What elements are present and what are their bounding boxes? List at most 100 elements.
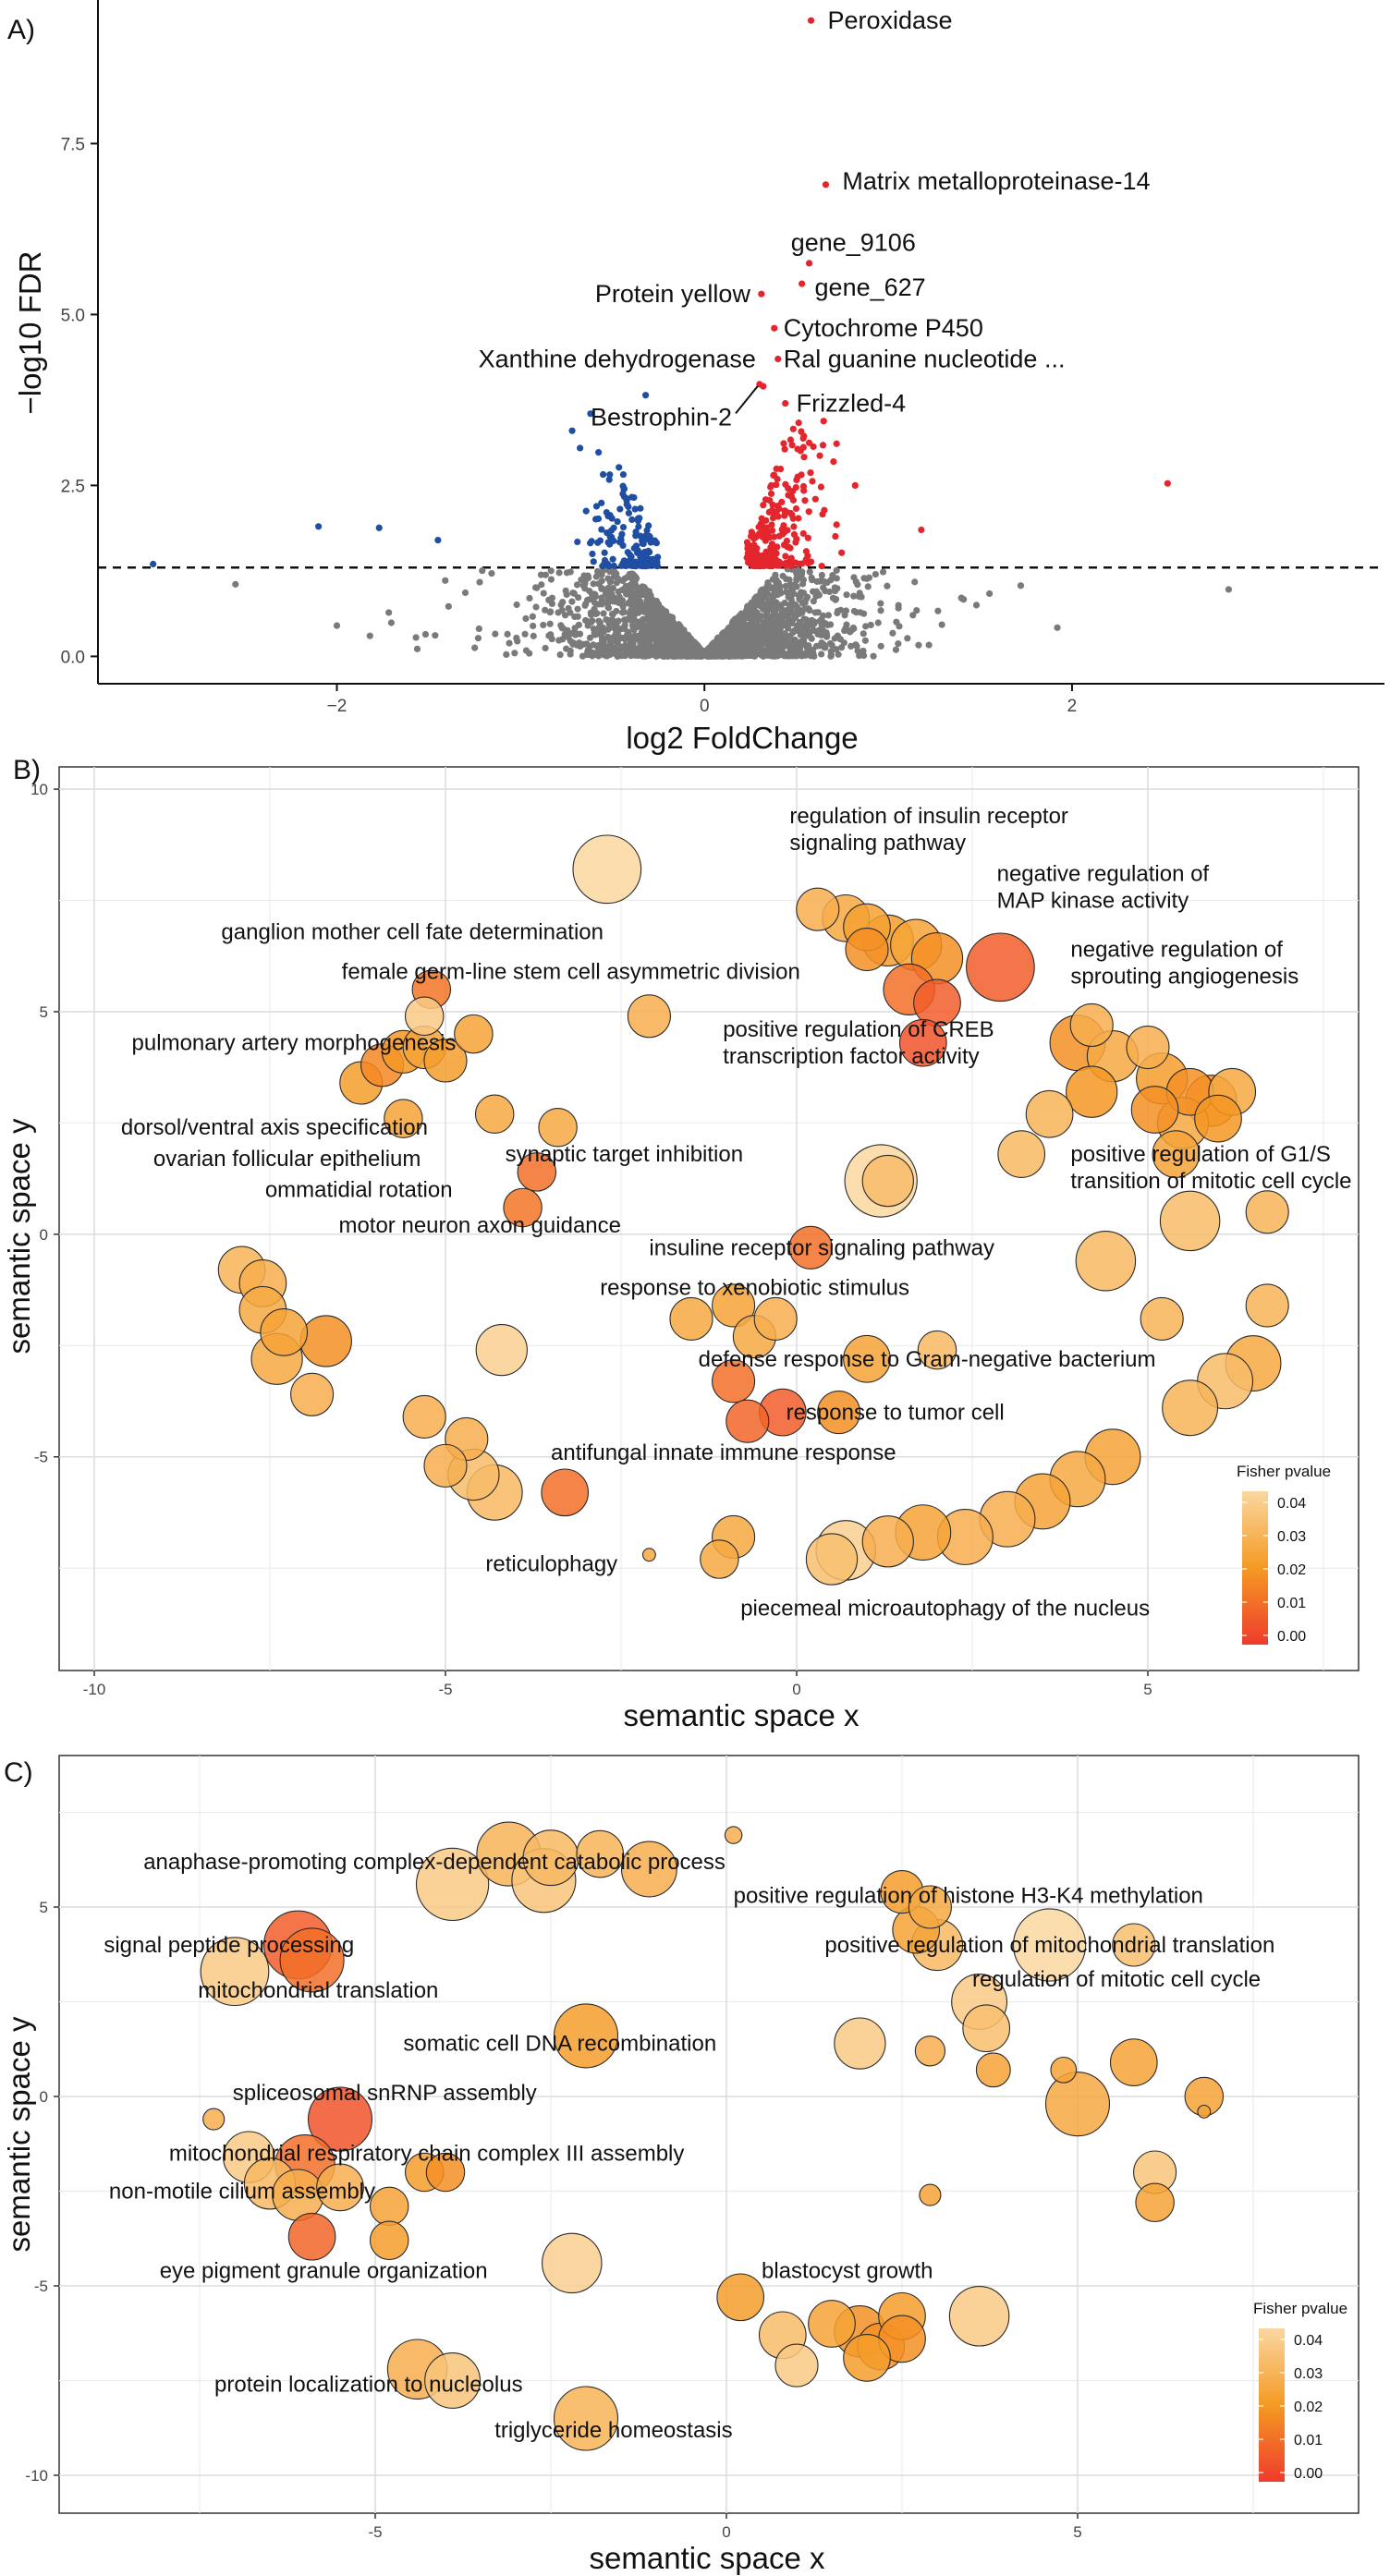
volcano-point-ns — [625, 615, 632, 623]
revigo-c-term-label: positive regulation of mitochondrial tra… — [824, 1933, 1274, 1958]
revigo-c-grid: -5 0 5 -10 -5 0 5 — [25, 1755, 1360, 2541]
revigo-c-term-label: signal peptide processing — [104, 1933, 354, 1958]
revigo-b-x-tick-label: -10 — [83, 1681, 106, 1698]
volcano-y-axis-title: −log10 FDR — [13, 250, 47, 414]
volcano-point-ns — [632, 605, 640, 613]
volcano-point-up — [766, 554, 774, 562]
revigo-b-legend-tick-label: 0.03 — [1277, 1529, 1306, 1545]
volcano-point-ns — [852, 641, 860, 649]
volcano-point-down — [619, 490, 627, 498]
volcano-point-ns — [733, 633, 740, 640]
volcano-point-ns — [529, 613, 536, 620]
volcano-point-ns — [655, 651, 663, 659]
volcano-point-ns — [779, 572, 786, 580]
volcano-point-ns — [589, 649, 597, 657]
volcano-point-ns — [904, 635, 911, 642]
volcano-point-up — [790, 530, 799, 539]
volcano-point-up — [756, 562, 763, 570]
volcano-point-ns — [628, 622, 637, 629]
volcano-point-ns — [663, 644, 670, 651]
volcano-point-ns — [503, 650, 510, 659]
volcano-point-up — [769, 561, 777, 568]
volcano-point-ns — [794, 639, 801, 647]
revigo-b-bubble — [700, 1539, 739, 1579]
volcano-point-ns — [925, 641, 933, 649]
volcano-point-ns — [786, 652, 793, 660]
revigo-c-x-axis-title: semantic space x — [590, 2541, 825, 2575]
revigo-b-bubble — [917, 1330, 957, 1370]
volcano-point-down — [577, 444, 584, 452]
volcano-point-up — [789, 425, 797, 432]
volcano-point-ns — [413, 645, 421, 652]
volcano-point-ns — [588, 590, 596, 598]
volcano-point-ns — [652, 617, 659, 625]
revigo-b-bubble — [538, 1107, 578, 1148]
volcano-point-down — [606, 471, 614, 479]
volcano-gene-label: Cytochrome P450 — [784, 314, 983, 342]
volcano-point-ns — [816, 617, 823, 626]
volcano-point-ns — [674, 645, 681, 652]
volcano-point-ns — [690, 638, 698, 646]
volcano-point-ns — [471, 644, 479, 651]
volcano-point-ns — [504, 630, 511, 638]
volcano-point-ns — [665, 613, 673, 620]
revigo-b-grid: -10 -5 0 5 -5 0 5 10 — [30, 766, 1360, 1698]
volcano-point-up — [787, 554, 795, 562]
volcano-point-up — [774, 543, 781, 551]
revigo-c-bubble — [369, 2220, 409, 2261]
revigo-c-bubbles — [200, 1821, 1225, 2451]
panel-a-letter: A) — [7, 15, 35, 45]
revigo-b-term-label: MAP kinase activity — [997, 889, 1189, 914]
revigo-b-bubble — [805, 1533, 859, 1586]
volcano-y-tick-label: 7.5 — [61, 135, 85, 154]
volcano-point-down — [610, 562, 617, 570]
revigo-c-term-label: positive regulation of histone H3-K4 met… — [734, 1884, 1203, 1909]
volcano-point-up — [792, 504, 800, 513]
revigo-c-bubble — [1109, 2038, 1158, 2086]
volcano-point-ns — [862, 623, 870, 630]
volcano-point-down — [653, 557, 661, 565]
volcano-point-ns — [785, 625, 792, 632]
volcano-point-ns — [807, 652, 814, 660]
volcano-point-down — [632, 529, 640, 536]
volcano-y-tick-label: 0.0 — [61, 648, 85, 667]
volcano-point-ns — [762, 620, 770, 627]
volcano-point-down — [601, 549, 608, 556]
volcano-labels: Peroxidase Matrix metalloproteinase-14 gen… — [479, 6, 1151, 431]
volcano-point-ns — [641, 652, 649, 660]
volcano-point-down — [589, 550, 596, 558]
revigo-b-bubble — [712, 1283, 756, 1328]
volcano-point-ns — [796, 596, 803, 603]
volcano-point-ns — [578, 576, 585, 584]
volcano-point-up — [800, 454, 808, 461]
volcano-point-ns — [679, 642, 688, 650]
volcano-point-ns — [590, 580, 597, 588]
revigo-b-term-label: reticulophagy — [485, 1551, 617, 1576]
volcano-point-ns — [385, 609, 393, 616]
volcano-point-down — [635, 523, 642, 530]
volcano-point-ns — [513, 634, 520, 642]
revigo-c-bubble — [808, 2300, 856, 2348]
volcano-point-ns — [542, 606, 549, 614]
volcano-point-ns — [616, 593, 623, 601]
volcano-point-ns — [758, 613, 765, 620]
volcano-point-ns — [606, 567, 614, 576]
volcano-point-ns — [798, 624, 805, 632]
volcano-point-ns — [561, 612, 569, 619]
revigo-b-legend-tick-label: 0.00 — [1277, 1629, 1306, 1645]
volcano-gene-label: Ral guanine nucleotide ... — [784, 346, 1066, 373]
volcano-point-ns — [576, 630, 584, 638]
volcano-point-ns — [828, 641, 835, 649]
volcano-point-ns — [833, 575, 840, 582]
volcano-point-ns — [574, 613, 581, 620]
volcano-point-ns — [648, 608, 655, 615]
volcano-y-tick-label: 2.5 — [61, 477, 85, 496]
volcano-point-ns — [763, 582, 771, 590]
revigo-b-bubble — [843, 1334, 891, 1383]
volcano-point-ns — [870, 652, 877, 660]
revigo-c-bubble — [914, 2035, 946, 2067]
revigo-c-bubble — [1135, 2182, 1175, 2223]
revigo-b-bubble — [627, 994, 671, 1039]
volcano-point-ns — [746, 646, 754, 653]
